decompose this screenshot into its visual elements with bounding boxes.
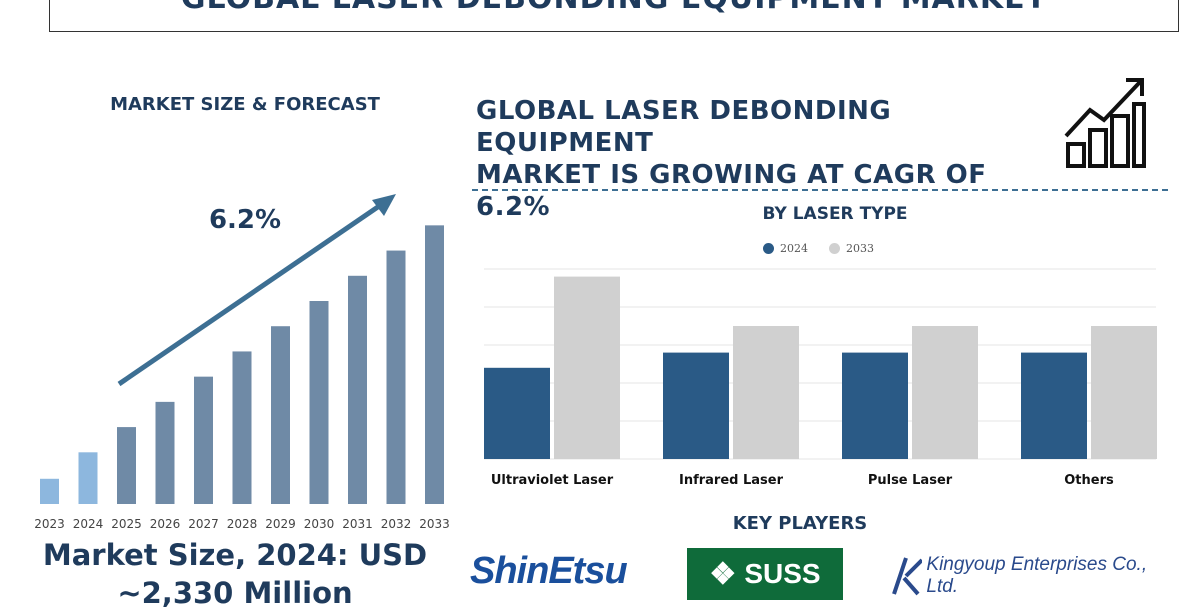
growth-chart-icon [1064,78,1146,168]
forecast-year-label-2030: 2030 [304,517,335,531]
bar-ultraviolet-laser-2024 [484,367,550,459]
bar-infrared-laser-2033 [733,326,799,459]
growth-heading: GLOBAL LASER DEBONDING EQUIPMENT MARKET … [476,95,1056,223]
bar-pulse-laser-2024 [842,352,908,459]
category-label-infrared-laser: Infrared Laser [679,473,784,488]
forecast-bars [40,225,444,504]
forecast-year-label-2032: 2032 [381,517,412,531]
shin-etsu-logo: ShinEtsu [470,550,628,592]
forecast-year-label-2028: 2028 [227,517,258,531]
forecast-bar-2025 [117,427,136,504]
growth-heading-line2: MARKET IS GROWING AT CAGR OF 6.2% [476,160,987,222]
kingyoup-logo: Kingyoup Enterprises Co., Ltd. [888,552,1148,600]
forecast-bar-2032 [386,250,406,504]
forecast-bar-2023 [40,478,59,504]
legend-item-2024: 2024 [763,242,808,255]
forecast-bar-2033 [425,225,444,504]
legend-item-2033: 2033 [829,242,874,255]
title-bar: GLOBAL LASER DEBONDING EQUIPMENT MARKET [49,0,1179,32]
forecast-bar-2024 [78,452,98,504]
laser-type-heading: BY LASER TYPE [762,204,908,224]
forecast-year-label-2026: 2026 [150,517,181,531]
growth-arrow-head [372,194,396,216]
laser-type-chart: Ultraviolet Laser Infrared Laser Pulse Las… [484,268,1157,488]
forecast-year-label-2023: 2023 [34,517,65,531]
forecast-bar-2027 [194,376,213,504]
suss-logo: ❖ SUSS [687,548,843,600]
category-label-others: Others [1064,473,1114,488]
category-label-ultraviolet-laser: Ultraviolet Laser [491,473,614,488]
key-players-heading: KEY PLAYERS [732,513,868,534]
market-size-line2: ~2,330 Million [117,576,353,610]
forecast-year-label-2024: 2024 [73,517,104,531]
market-size-line1: Market Size, 2024: USD [42,538,428,572]
suss-symbol-icon: ❖ [709,557,737,591]
market-size-text: Market Size, 2024: USD ~2,330 Million [10,536,460,612]
forecast-bar-2031 [348,275,367,504]
forecast-bar-2030 [309,301,329,504]
forecast-year-label-2025: 2025 [111,517,142,531]
legend-swatch-2033 [829,243,840,254]
bar-pulse-laser-2033 [912,326,978,459]
market-size-heading: MARKET SIZE & FORECAST [110,94,380,115]
kingyoup-symbol-icon [892,557,923,596]
page-title: GLOBAL LASER DEBONDING EQUIPMENT MARKET [50,0,1178,16]
forecast-chart: 2023 2024 2025 2026 2027 2028 2029 2030 2031 2032… [34,194,450,531]
legend-label-2033: 2033 [846,242,874,255]
bar-infrared-laser-2024 [663,352,729,459]
bar-ultraviolet-laser-2033 [554,276,620,459]
legend-label-2024: 2024 [780,242,808,255]
forecast-year-label-2033: 2033 [419,517,450,531]
forecast-year-label-2029: 2029 [265,517,296,531]
growth-arrow-line [117,197,390,387]
growth-heading-line1: GLOBAL LASER DEBONDING EQUIPMENT [476,96,892,158]
cagr-annotation: 6.2% [209,205,281,235]
forecast-year-labels: 2023 2024 2025 2026 2027 2028 2029 2030 2031 2032… [34,517,450,531]
forecast-year-label-2027: 2027 [188,517,219,531]
legend-swatch-2024 [763,243,774,254]
forecast-bar-2029 [271,326,290,504]
suss-logo-text: SUSS [744,558,821,589]
category-label-pulse-laser: Pulse Laser [868,473,953,488]
forecast-bar-2028 [232,351,252,504]
bar-others-2033 [1091,326,1157,459]
forecast-bar-2026 [155,401,175,504]
bar-others-2024 [1021,352,1087,459]
laser-type-bars [484,276,1157,459]
kingyoup-logo-text: Kingyoup Enterprises Co., Ltd. [926,554,1148,597]
section-divider [472,189,1168,191]
forecast-year-label-2031: 2031 [342,517,373,531]
laser-type-category-labels: Ultraviolet Laser Infrared Laser Pulse Las… [491,473,1114,488]
